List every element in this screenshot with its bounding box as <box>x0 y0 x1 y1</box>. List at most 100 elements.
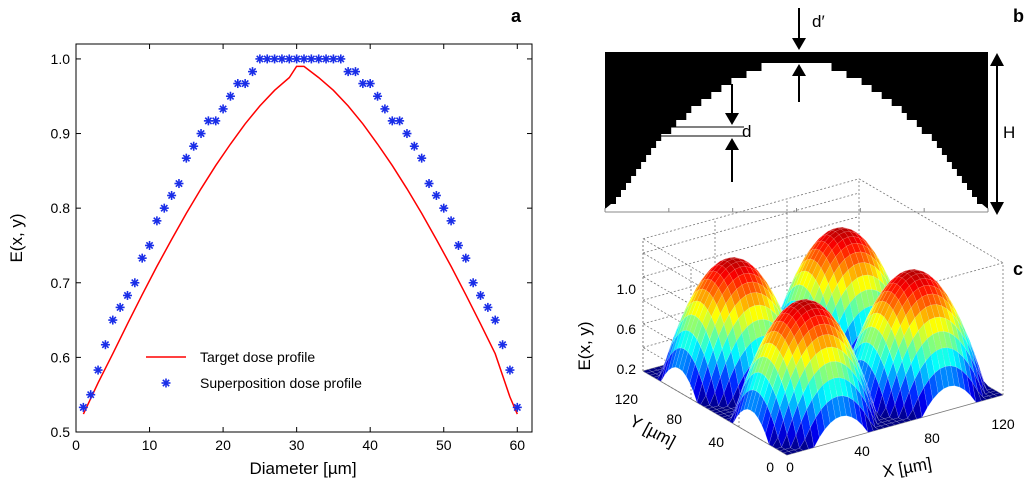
panel-b-baseline-ticks <box>604 208 989 212</box>
superposition-point <box>476 290 486 300</box>
superposition-point <box>181 153 191 163</box>
panel-b: b d′ d H <box>604 6 1024 215</box>
superposition-point <box>402 129 412 139</box>
c-x-tick-80: 80 <box>924 430 940 446</box>
superposition-point <box>122 290 132 300</box>
panel-a-x-ticks: 0 10 20 30 40 50 60 <box>72 44 525 453</box>
superposition-point <box>167 190 177 200</box>
superposition-point <box>218 104 228 114</box>
c-y-tick-0: 0 <box>766 459 774 475</box>
legend-superposition-marker-swatch <box>161 378 171 388</box>
panel-a-legend: Target dose profile Superposition dose p… <box>146 349 362 391</box>
x-tick-label: 0 <box>72 437 80 453</box>
x-tick-label: 60 <box>510 437 526 453</box>
y-tick-label: 0.8 <box>51 200 71 216</box>
d-arrow-up-head <box>725 138 739 150</box>
x-tick-label: 30 <box>289 437 305 453</box>
y-tick-label: 0.7 <box>51 275 71 291</box>
superposition-point <box>328 54 338 64</box>
c-x-tick-120: 120 <box>991 416 1015 432</box>
superposition-point <box>292 54 302 64</box>
legend-star-marker <box>161 378 171 388</box>
panel-a-letter: a <box>511 6 522 26</box>
superposition-point <box>145 240 155 250</box>
c-z-tick-1.0: 1.0 <box>617 281 637 297</box>
x-tick-label: 10 <box>142 437 158 453</box>
panel-c-letter: c <box>1013 259 1023 279</box>
superposition-point <box>211 116 221 126</box>
superposition-point <box>100 340 110 350</box>
d-arrows: d <box>660 84 751 182</box>
d-label: d <box>742 122 751 141</box>
c-x-tick-40: 40 <box>854 443 870 459</box>
c-x-axis-label: X [µm] <box>881 454 933 481</box>
box-edge <box>642 216 860 277</box>
superposition-point <box>137 253 147 263</box>
x-tick-label: 50 <box>436 437 452 453</box>
superposition-point <box>468 278 478 288</box>
box-edge <box>642 178 860 240</box>
superposition-point <box>262 54 272 64</box>
y-tick-label: 0.5 <box>51 424 71 440</box>
x-tick-label: 40 <box>362 437 378 453</box>
box-edge <box>642 192 860 254</box>
dprime-arrows: d′ <box>792 8 825 102</box>
c-z-tick-0.2: 0.2 <box>617 361 637 377</box>
panel-b-letter: b <box>1013 6 1024 26</box>
panel-a: a 0.5 0.6 0.7 0.8 0.9 1.0 0 10 20 30 40 50 60 E(x, … <box>7 6 533 478</box>
superposition-point <box>86 390 96 400</box>
series-superposition-markers <box>78 54 522 412</box>
panel-c: c 1.0 0.6 0.2 E(x, y) 120 80 40 0 Y [µm]… <box>575 178 1023 481</box>
superposition-point <box>189 141 199 151</box>
superposition-point <box>461 253 471 263</box>
superposition-point <box>483 302 493 312</box>
superposition-point <box>409 141 419 151</box>
dprime-label: d′ <box>812 12 825 31</box>
panel-a-plot-frame <box>75 43 533 433</box>
c-y-tick-80: 80 <box>666 411 682 427</box>
superposition-point <box>505 365 515 375</box>
superposition-point <box>93 365 103 375</box>
superposition-point <box>240 79 250 89</box>
superposition-point <box>373 91 383 101</box>
superposition-point <box>498 340 508 350</box>
c-z-tick-0.6: 0.6 <box>617 321 637 337</box>
superposition-point <box>299 54 309 64</box>
superposition-point <box>490 315 500 325</box>
d-arrow-down-head <box>725 113 739 125</box>
superposition-point <box>453 240 463 250</box>
series-target-dose-line <box>82 65 518 415</box>
superposition-point <box>130 278 140 288</box>
superposition-point <box>512 402 522 412</box>
superposition-point <box>380 104 390 114</box>
superposition-point <box>343 67 353 77</box>
superposition-point <box>270 54 280 64</box>
y-tick-label: 0.6 <box>51 349 71 365</box>
superposition-point <box>78 402 88 412</box>
superposition-point <box>225 91 235 101</box>
H-arrow-up-head <box>990 53 1004 66</box>
superposition-point <box>233 79 243 89</box>
panel-b-profile-shape <box>605 52 988 209</box>
superposition-point <box>336 54 346 64</box>
superposition-point <box>248 67 258 77</box>
c-y-tick-120: 120 <box>615 391 639 407</box>
panel-a-y-axis-label: E(x, y) <box>7 213 26 262</box>
legend-target-label: Target dose profile <box>200 349 315 365</box>
superposition-point <box>365 79 375 89</box>
c-x-tick-0: 0 <box>786 459 794 475</box>
c-y-tick-40: 40 <box>708 434 724 450</box>
dprime-arrow-down-head <box>792 38 806 50</box>
panel-a-y-ticks: 0.5 0.6 0.7 0.8 0.9 1.0 <box>51 51 532 440</box>
superposition-point <box>417 153 427 163</box>
superposition-point <box>350 67 360 77</box>
superposition-point <box>395 116 405 126</box>
panel-c-dose-surface <box>642 227 1004 456</box>
superposition-point <box>424 179 434 189</box>
superposition-point <box>446 216 456 226</box>
legend-superposition-label: Superposition dose profile <box>200 375 362 391</box>
superposition-point <box>152 216 162 226</box>
superposition-point <box>439 203 449 213</box>
superposition-point <box>196 129 206 139</box>
